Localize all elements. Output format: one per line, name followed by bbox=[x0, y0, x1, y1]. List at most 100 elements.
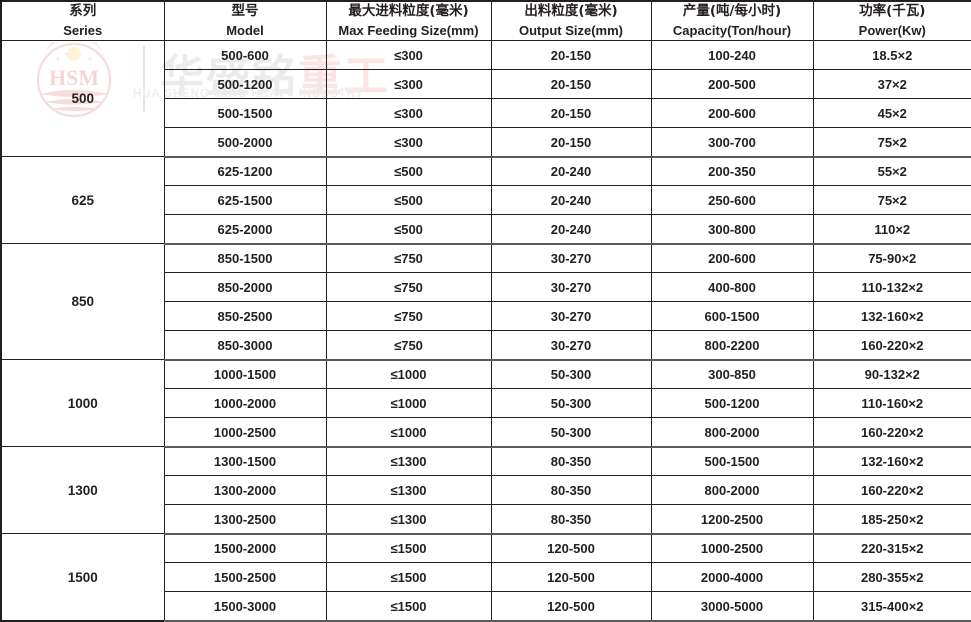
capacity-cell: 800-2000 bbox=[650, 417, 814, 448]
capacity-cell: 2000-4000 bbox=[650, 562, 814, 593]
table-row: 500-2000 ≤300 20-150 300-700 75×2 bbox=[1, 127, 971, 158]
column-header-model: 型号 Model bbox=[163, 0, 327, 42]
power-cell: 132-160×2 bbox=[812, 301, 971, 332]
output-size-cell: 120-500 bbox=[490, 591, 652, 622]
table-row: 1500-2500 ≤1500 120-500 2000-4000 280-355×2 bbox=[1, 562, 971, 593]
model-cell: 625-1200 bbox=[163, 156, 327, 187]
output-size-cell: 20-240 bbox=[490, 214, 652, 245]
max-feeding-size-cell: ≤1000 bbox=[325, 388, 492, 419]
model-cell: 850-3000 bbox=[163, 330, 327, 361]
output-size-cell: 120-500 bbox=[490, 562, 652, 593]
model-cell: 1500-3000 bbox=[163, 591, 327, 622]
max-feeding-size-cell: ≤500 bbox=[325, 185, 492, 216]
table-row: 500 500-600 ≤300 20-150 100-240 18.5×2 bbox=[0, 40, 971, 158]
table-row: 850-2500 ≤750 30-270 600-1500 132-160×2 bbox=[1, 301, 971, 332]
column-header-series-cn: 系列 bbox=[69, 3, 97, 19]
max-feeding-size-cell: ≤750 bbox=[325, 330, 492, 361]
model-cell: 850-1500 bbox=[163, 243, 327, 274]
table-row: 1000 1000-1500 ≤1000 50-300 300-850 90-132×2 bbox=[0, 359, 971, 448]
power-cell: 132-160×2 bbox=[812, 446, 971, 477]
series-cell: 625 bbox=[0, 156, 165, 245]
series-cell: 1500 bbox=[0, 533, 165, 622]
max-feeding-size-cell: ≤750 bbox=[325, 243, 492, 274]
table-row: 500-1500 ≤300 20-150 200-600 45×2 bbox=[1, 98, 971, 129]
model-cell: 625-1500 bbox=[163, 185, 327, 216]
max-feeding-size-cell: ≤1300 bbox=[325, 475, 492, 506]
model-cell: 1500-2500 bbox=[163, 562, 327, 593]
output-size-cell: 50-300 bbox=[490, 417, 652, 448]
power-cell: 75×2 bbox=[812, 127, 971, 158]
model-cell: 500-600 bbox=[163, 40, 327, 71]
power-cell: 185-250×2 bbox=[812, 504, 971, 535]
model-cell: 850-2500 bbox=[163, 301, 327, 332]
model-cell: 500-1200 bbox=[163, 69, 327, 100]
output-size-cell: 120-500 bbox=[490, 533, 652, 564]
column-header-capacity-cn: 产量(吨/每小时) bbox=[682, 3, 782, 19]
series-cell: 1300 bbox=[0, 446, 165, 535]
max-feeding-size-cell: ≤1300 bbox=[325, 446, 492, 477]
power-cell: 280-355×2 bbox=[812, 562, 971, 593]
column-header-max-feeding-size-cn: 最大进料粒度(毫米) bbox=[348, 3, 469, 19]
model-cell: 500-1500 bbox=[163, 98, 327, 129]
table-header: 系列 Series 型号 Model 最大进料粒度(毫米) Max Feedin… bbox=[0, 0, 971, 42]
power-cell: 37×2 bbox=[812, 69, 971, 100]
max-feeding-size-cell: ≤1500 bbox=[325, 591, 492, 622]
max-feeding-size-cell: ≤750 bbox=[325, 272, 492, 303]
output-size-cell: 50-300 bbox=[490, 388, 652, 419]
column-header-max-feeding-size-en: Max Feeding Size(mm) bbox=[338, 22, 479, 38]
max-feeding-size-cell: ≤300 bbox=[325, 98, 492, 129]
model-cell: 850-2000 bbox=[163, 272, 327, 303]
power-cell: 160-220×2 bbox=[812, 330, 971, 361]
table-row: 1300-2500 ≤1300 80-350 1200-2500 185-250×2 bbox=[1, 504, 971, 535]
power-cell: 315-400×2 bbox=[812, 591, 971, 622]
table-row: 850-3000 ≤750 30-270 800-2200 160-220×2 bbox=[1, 330, 971, 361]
output-size-cell: 20-240 bbox=[490, 185, 652, 216]
capacity-cell: 300-700 bbox=[650, 127, 814, 158]
capacity-cell: 800-2000 bbox=[650, 475, 814, 506]
power-cell: 220-315×2 bbox=[812, 533, 971, 564]
capacity-cell: 400-800 bbox=[650, 272, 814, 303]
power-cell: 45×2 bbox=[812, 98, 971, 129]
model-cell: 1500-2000 bbox=[163, 533, 327, 564]
capacity-cell: 3000-5000 bbox=[650, 591, 814, 622]
output-size-cell: 80-350 bbox=[490, 446, 652, 477]
output-size-cell: 30-270 bbox=[490, 243, 652, 274]
capacity-cell: 300-800 bbox=[650, 214, 814, 245]
column-header-capacity-en: Capacity(Ton/hour) bbox=[672, 22, 792, 38]
column-header-output-size-cn: 出料粒度(毫米) bbox=[524, 3, 618, 19]
max-feeding-size-cell: ≤500 bbox=[325, 214, 492, 245]
series-cell: 850 bbox=[0, 243, 165, 361]
column-header-series: 系列 Series bbox=[0, 0, 165, 42]
model-cell: 1000-2500 bbox=[163, 417, 327, 448]
table-row: 850 850-1500 ≤750 30-270 200-600 75-90×2 bbox=[0, 243, 971, 361]
power-cell: 55×2 bbox=[812, 156, 971, 187]
output-size-cell: 20-150 bbox=[490, 127, 652, 158]
capacity-cell: 250-600 bbox=[650, 185, 814, 216]
table-row: 1000-2500 ≤1000 50-300 800-2000 160-220×2 bbox=[1, 417, 971, 448]
output-size-cell: 30-270 bbox=[490, 301, 652, 332]
model-cell: 625-2000 bbox=[163, 214, 327, 245]
output-size-cell: 30-270 bbox=[490, 272, 652, 303]
series-cell: 500 bbox=[0, 40, 165, 158]
capacity-cell: 200-600 bbox=[650, 98, 814, 129]
column-header-power-cn: 功率(千瓦) bbox=[859, 3, 926, 19]
power-cell: 90-132×2 bbox=[812, 359, 971, 390]
max-feeding-size-cell: ≤1000 bbox=[325, 359, 492, 390]
max-feeding-size-cell: ≤300 bbox=[325, 69, 492, 100]
power-cell: 18.5×2 bbox=[812, 40, 971, 71]
output-size-cell: 30-270 bbox=[490, 330, 652, 361]
table-body: 500 500-600 ≤300 20-150 100-240 18.5×2 500-120… bbox=[0, 40, 971, 622]
capacity-cell: 300-850 bbox=[650, 359, 814, 390]
capacity-cell: 200-350 bbox=[650, 156, 814, 187]
column-header-power: 功率(千瓦) Power(Kw) bbox=[812, 0, 971, 42]
power-cell: 160-220×2 bbox=[812, 475, 971, 506]
table-row: 1300 1300-1500 ≤1300 80-350 500-1500 132-160×… bbox=[0, 446, 971, 535]
model-cell: 500-2000 bbox=[163, 127, 327, 158]
column-header-output-size: 出料粒度(毫米) Output Size(mm) bbox=[490, 0, 652, 42]
power-cell: 160-220×2 bbox=[812, 417, 971, 448]
capacity-cell: 200-600 bbox=[650, 243, 814, 274]
table-row: 1500 1500-2000 ≤1500 120-500 1000-2500 220-31… bbox=[0, 533, 971, 622]
output-size-cell: 20-240 bbox=[490, 156, 652, 187]
